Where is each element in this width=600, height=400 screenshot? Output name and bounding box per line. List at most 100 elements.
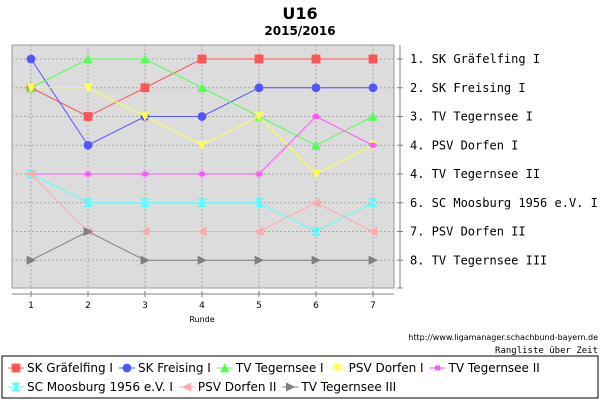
data-point [197,140,207,151]
rank-label: 7. PSV Dorfen II [410,225,526,239]
data-point [140,112,150,122]
data-point [254,83,264,93]
credit-note: Rangliste über Zeit [495,346,598,356]
series-tv-tegernsee-iii [26,226,378,265]
legend-label: PSV Dorfen II [198,380,277,394]
legend-label: TV Tegernsee II [448,361,540,375]
data-point [254,112,264,122]
data-point [197,226,207,237]
data-point [83,83,93,93]
legend-marker [122,363,132,373]
data-point [312,114,320,119]
rank-label: 6. SC Moosburg 1956 e.V. I [410,196,598,210]
rank-label: 8. TV Tegernsee III [410,253,547,267]
data-point [368,111,378,121]
data-point [311,169,321,179]
data-point [311,54,321,64]
data-point [311,198,321,208]
data-point [197,198,207,208]
data-point [26,83,36,93]
series-sc-moosburg-1956-e-v-i [26,169,378,236]
rank-label: 4. PSV Dorfen I [410,138,518,152]
x-tick-label: 3 [142,301,148,311]
data-point [83,54,93,64]
data-point [254,255,264,265]
x-tick-label: 7 [370,301,376,311]
legend-marker [220,363,230,373]
legend-label: SC Moosburg 1956 e.V. I [27,380,173,394]
legend-marker [11,382,21,392]
legend-entry-sk-freising-i: SK Freising I [118,361,211,375]
x-tick-label: 6 [313,301,319,311]
legend-entry-tv-tegernsee-iii: TV Tegernsee III [282,380,396,394]
chart-subtitle: 2015/2016 [264,24,335,38]
chart-title: U16 [282,4,317,23]
data-point [368,83,378,93]
legend-marker [285,382,296,392]
data-point [141,171,149,177]
data-point [311,83,321,93]
legend-entry-psv-dorfen-ii: PSV Dorfen II [178,380,277,394]
data-point [368,226,378,237]
data-point [83,198,93,208]
legend-label: SK Freising I [138,361,211,375]
data-point [369,142,377,148]
data-point [140,198,150,208]
data-point [197,54,207,64]
credit-url: http://www.ligamanager.schachbund-bayern… [408,333,598,342]
data-point [197,255,207,265]
data-point [368,255,378,265]
data-point [311,255,321,265]
data-point [198,171,206,177]
rank-label: 2. SK Freising I [410,81,526,95]
rank-label: 4. TV Tegernsee II [410,167,540,181]
x-tick-label: 2 [85,301,91,311]
legend-marker [332,363,343,373]
data-point [255,171,263,177]
data-point [254,198,264,208]
data-point [84,171,92,177]
legend-entry-tv-tegernsee-ii: TV Tegernsee II [429,361,540,375]
data-point [83,140,93,150]
data-point [26,255,36,265]
x-axis-label: Runde [189,315,214,324]
legend-label: SK Gräfelfing I [27,361,113,375]
legend-marker [11,363,21,373]
legend-entry-sk-gr-felfing-i: SK Gräfelfing I [8,361,113,375]
data-point [368,198,378,208]
data-point [311,140,321,150]
data-point [140,54,150,64]
data-point [140,255,150,265]
series-layer [26,54,378,265]
rank-label: 1. SK Gräfelfing I [410,52,540,66]
data-point [197,112,207,121]
data-point [26,54,36,64]
data-point [83,112,93,121]
rank-labels: 1. SK Gräfelfing I 2. SK Freising I 3. TV … [410,52,598,267]
data-point [254,226,264,237]
data-point [368,54,378,64]
data-point [140,83,150,93]
data-point [83,226,93,237]
legend-label: TV Tegernsee I [235,361,324,375]
legend-entry-psv-dorfen-i: PSV Dorfen I [329,361,424,375]
data-point [311,227,321,236]
data-point [140,226,150,237]
rank-label: 3. TV Tegernsee I [410,110,533,124]
data-point [254,54,264,64]
x-tick-label: 5 [256,301,262,311]
legend [1,355,599,399]
x-tick-label: 1 [28,301,34,311]
legend-label: TV Tegernsee III [300,380,396,394]
legend-marker [433,365,442,371]
legend-entry-sc-moosburg-1956-e-v-i: SC Moosburg 1956 e.V. I [8,380,173,394]
data-point [197,82,207,93]
x-tick-label: 4 [199,301,205,311]
legend-label: PSV Dorfen I [349,361,424,375]
legend-entries: SK Gräfelfing I SK Freising I TV Tegernsee… [8,361,540,394]
plot-area [11,44,395,289]
legend-entry-tv-tegernsee-i: TV Tegernsee I [216,361,324,375]
legend-marker [181,382,192,392]
axes: 1 2 3 4 5 6 7 [12,45,403,311]
